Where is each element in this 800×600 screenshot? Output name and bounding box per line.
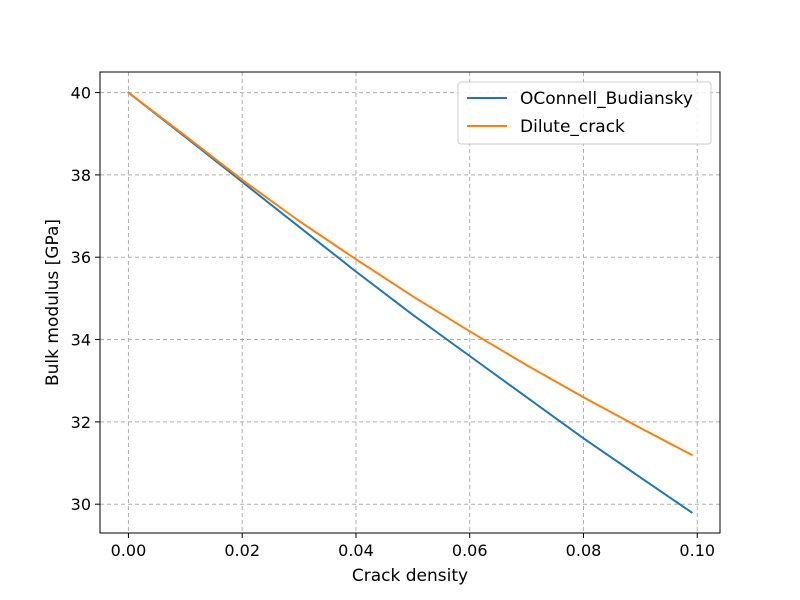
x-tick-label: 0.00 bbox=[111, 541, 147, 560]
series-line-dilute-crack bbox=[126, 91, 693, 457]
x-tick-label: 0.10 bbox=[679, 541, 715, 560]
y-tick-label: 32 bbox=[71, 413, 91, 432]
legend-label-dilute-crack: Dilute_crack bbox=[520, 117, 625, 137]
series-line-oconnell-budiansky bbox=[126, 91, 693, 514]
x-tick-label: 0.04 bbox=[338, 541, 374, 560]
x-tick-label: 0.06 bbox=[452, 541, 488, 560]
x-axis-title: Crack density bbox=[352, 566, 468, 586]
legend-label-oconnell-budiansky: OConnell_Budiansky bbox=[520, 89, 693, 109]
x-tick-label: 0.08 bbox=[566, 541, 602, 560]
y-tick-label: 30 bbox=[71, 495, 91, 514]
x-tick-label: 0.02 bbox=[224, 541, 260, 560]
grid bbox=[100, 72, 720, 533]
y-axis-title: Bulk modulus [GPa] bbox=[43, 219, 63, 386]
y-tick-label: 36 bbox=[71, 248, 91, 267]
series-layer bbox=[126, 91, 693, 514]
y-tick-label: 40 bbox=[71, 84, 91, 103]
y-tick-label: 38 bbox=[71, 166, 91, 185]
plot-frame bbox=[99, 71, 721, 534]
legend-box bbox=[457, 81, 712, 145]
y-tick-label: 34 bbox=[71, 331, 91, 350]
ticks: 0.00 0.02 0.04 0.06 0.08 0.10 30 32 34 36 38 40 bbox=[71, 84, 715, 560]
legend: OConnell_Budiansky Dilute_crack bbox=[457, 81, 712, 145]
